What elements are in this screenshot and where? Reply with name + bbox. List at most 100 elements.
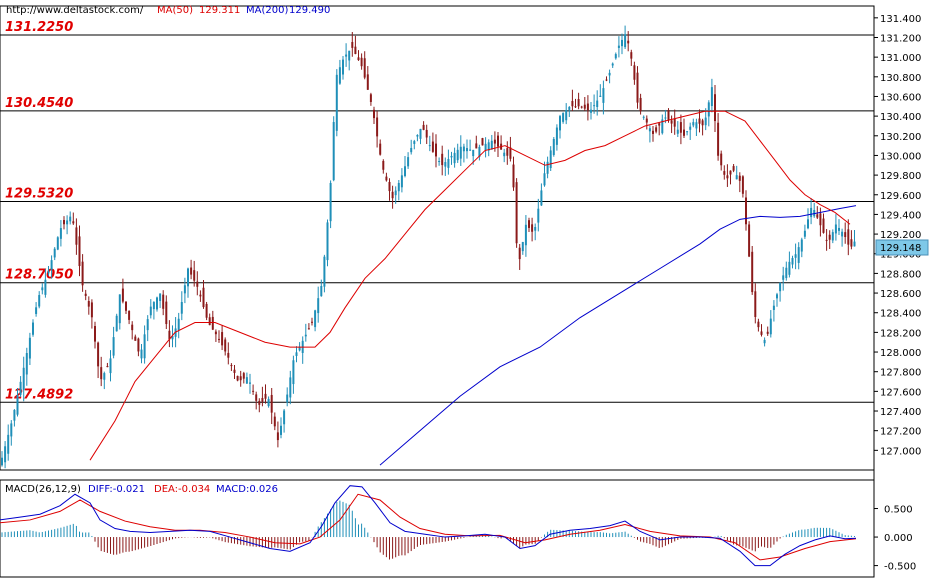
candle-body: [509, 147, 512, 159]
macd-tick-label: 0.500: [884, 505, 913, 516]
candle-body: [608, 72, 611, 76]
candle-body: [332, 122, 335, 181]
candle-body: [769, 318, 772, 335]
candle-body: [428, 145, 431, 147]
candle-body: [763, 339, 766, 344]
price-tick-label: 131.400: [880, 14, 921, 25]
candle-body: [562, 113, 565, 122]
candle-body: [552, 138, 555, 155]
candle-body: [689, 126, 692, 130]
candle-body: [652, 130, 654, 134]
ma200-line: [379, 205, 857, 466]
macd-value: MACD:0.026: [216, 484, 278, 495]
candle-body: [633, 65, 636, 80]
candle-body: [816, 214, 819, 218]
candle-body: [645, 118, 648, 123]
candle-body: [723, 171, 726, 175]
candle-body: [87, 301, 90, 307]
candle-body: [624, 34, 627, 48]
candle-body: [459, 146, 462, 159]
candle-body: [438, 161, 441, 163]
candle-body: [100, 367, 103, 380]
candle-body: [630, 52, 633, 59]
candle-body: [314, 310, 317, 328]
candle-body: [227, 352, 230, 358]
moving-averages: [89, 110, 857, 466]
candle-body: [450, 155, 453, 158]
price-tick-label: 129.600: [880, 191, 921, 202]
candle-body: [407, 157, 410, 167]
candle-body: [295, 352, 298, 356]
candle-body: [692, 122, 695, 126]
macd-tick-label: -0.500: [884, 562, 916, 573]
ma50-line: [89, 110, 851, 461]
candle-body: [47, 271, 50, 273]
candle-body: [152, 302, 155, 310]
candle-body: [834, 224, 837, 234]
price-tick-label: 130.400: [880, 112, 921, 123]
candle-body: [307, 328, 310, 330]
candle-body: [760, 331, 763, 335]
price-tick-label: 128.800: [880, 269, 921, 280]
candle-body: [78, 236, 81, 267]
candle-body: [25, 353, 28, 375]
candle-body: [435, 143, 437, 157]
price-tick-label: 130.000: [880, 151, 921, 162]
candle-body: [797, 247, 800, 263]
candle-body: [574, 106, 577, 108]
candle-body: [794, 254, 797, 258]
candle-body: [391, 191, 394, 199]
candle-body: [738, 175, 741, 181]
candle-body: [596, 100, 599, 107]
candle-body: [524, 224, 527, 246]
candle-body: [320, 285, 323, 297]
candle-body: [311, 321, 313, 323]
candle-body: [63, 220, 65, 225]
candle-body: [720, 153, 723, 166]
candle-body: [81, 261, 84, 286]
candle-body: [162, 294, 165, 309]
candle-body: [317, 298, 320, 314]
candle-body: [221, 332, 224, 346]
candle-body: [831, 232, 834, 241]
candle-body: [205, 303, 208, 318]
candle-body: [230, 365, 233, 367]
candle-body: [531, 224, 534, 232]
candle-body: [103, 373, 106, 380]
candle-body: [779, 282, 782, 292]
candle-body: [270, 394, 273, 413]
horizontal-levels: 131.2250 130.4540 129.5320 128.7050 127.4892: [0, 20, 874, 403]
candle-body: [249, 382, 251, 384]
candle-body: [841, 231, 844, 237]
candle-body: [171, 336, 174, 340]
ma200-value: 129.490: [289, 5, 330, 16]
candle-body: [373, 109, 375, 119]
candle-body: [208, 317, 211, 326]
price-tick-label: 127.200: [880, 427, 921, 438]
candle-body: [732, 166, 735, 171]
candle-body: [177, 318, 180, 330]
candle-body: [819, 213, 822, 226]
candle-body: [351, 42, 354, 48]
candle-body: [828, 234, 831, 240]
candle-body: [252, 390, 255, 392]
price-tick-label: 130.800: [880, 73, 921, 84]
candle-body: [704, 117, 707, 126]
candle-body: [493, 139, 496, 144]
candle-body: [695, 122, 698, 129]
macd-tick-label: 0.000: [884, 533, 913, 544]
candle-body: [38, 295, 41, 307]
candle-body: [59, 228, 62, 239]
candle-body: [419, 128, 422, 139]
candle-body: [211, 316, 214, 330]
candle-body: [264, 393, 267, 399]
price-tick-label: 127.000: [880, 446, 921, 457]
candle-body: [748, 224, 751, 257]
candle-body: [590, 109, 592, 113]
candle-body: [156, 297, 158, 310]
candle-body: [298, 346, 301, 351]
candle-body: [335, 74, 338, 131]
ma200-label: MA(200): [246, 5, 288, 16]
candle-body: [115, 315, 118, 332]
